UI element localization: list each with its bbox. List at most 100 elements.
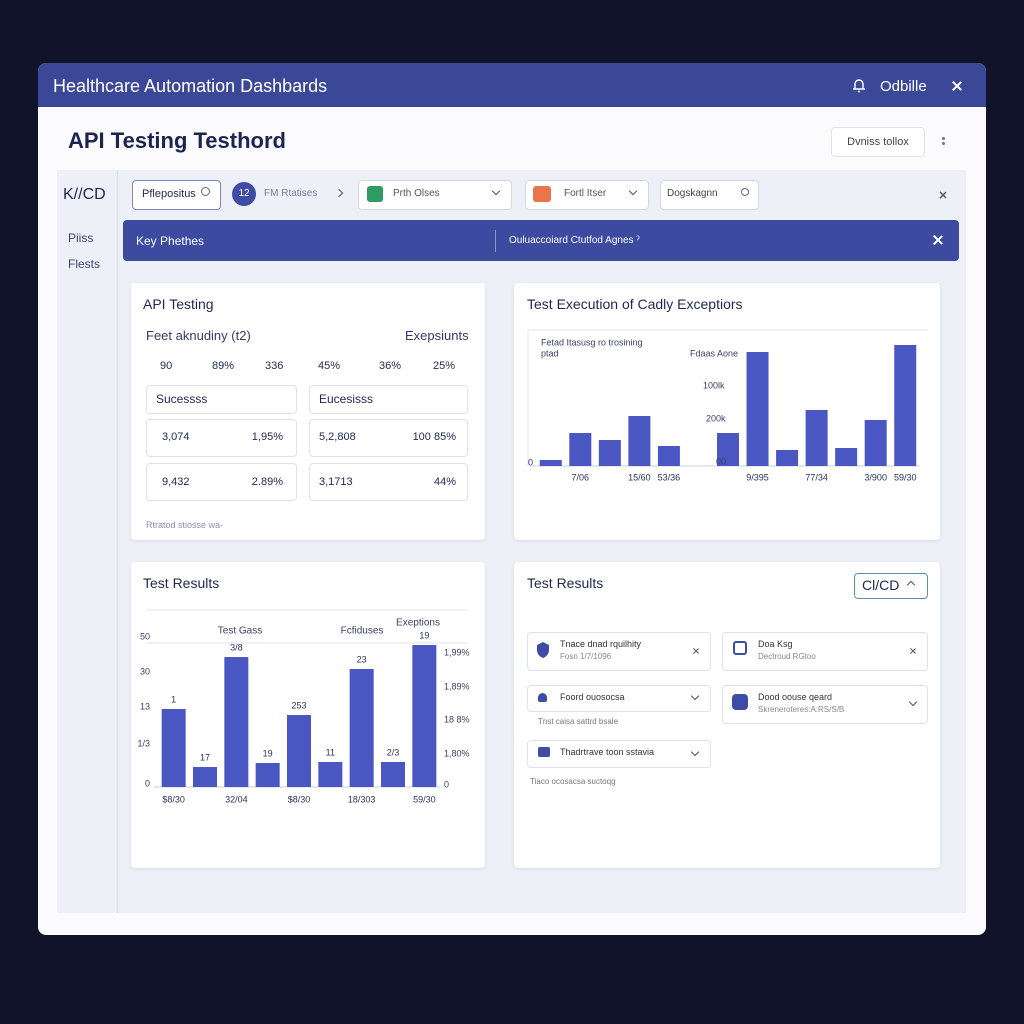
bar [224,657,249,787]
chart-note: 1/3 [137,738,150,748]
user-name[interactable]: Odbille [880,78,927,95]
list-note: Tiaco ocosacsa suctoqg [530,777,616,786]
search-icon [741,188,749,196]
search-icon [201,187,210,196]
x-tick-label: 9/395 [746,472,769,482]
panel-label: Exepsiunts [405,328,469,343]
card-header [146,385,297,414]
x-tick-label: 59/30 [413,794,436,804]
chart-note: 1,99% [444,647,470,657]
app-title: Healthcare Automation Dashbards [53,76,328,96]
chart-note: Exeptions [396,618,440,629]
card-value: 9,432 [162,476,190,488]
bar-note: 3/8 [230,642,243,652]
list-card[interactable] [722,632,928,671]
banner-text: Key Phethes [136,234,205,248]
card-value: 3,074 [162,431,190,443]
panel [514,283,940,540]
stat: 90 [160,360,173,372]
user-icon [538,693,547,702]
card-header-text: Eucesisss [319,392,374,406]
bar [894,345,917,466]
list-title: Tnace dnad rquilhity [560,639,642,649]
dropdown-text: Cl/CD [862,577,900,593]
menu-dot[interactable] [942,142,945,145]
x-tick-label: 77/34 [805,472,828,482]
card-value: 2.89% [251,476,283,488]
card-row [309,463,468,501]
filter-pill[interactable] [358,180,512,210]
card-value: 3,1713 [319,476,353,488]
chart-note: 50 [140,631,150,641]
bar [657,446,680,466]
card-row [146,463,297,501]
sidebar-item[interactable]: Flests [68,257,101,271]
filter-icon [367,186,383,202]
bar-note: 17 [200,752,210,762]
x-tick-label: 53/36 [658,472,681,482]
stat: 89% [212,360,235,372]
panel-title: API Testing [143,296,214,312]
card-header [309,385,468,414]
panel-title: Test Execution of Cadly Exceptiors [527,296,743,312]
bar [349,669,374,787]
bar-note: 19 [419,630,429,640]
top-button[interactable]: Dvniss tollox [831,127,925,157]
list-card[interactable] [722,685,928,724]
bar [805,410,828,466]
x-tick-label: 32/04 [225,794,248,804]
filter-text[interactable]: FM Rtatises [264,188,318,199]
sidebar-item[interactable]: Piiss [68,231,94,245]
bar [776,450,799,466]
stat: 36% [379,360,402,372]
chart-note: 00 [716,456,726,466]
chart-note: 200k [706,413,726,423]
x-tick-label: 3/900 [864,472,887,482]
bar [717,433,739,466]
bar [598,440,621,466]
page-title: API Testing Testhord [68,128,286,153]
bar [746,352,769,466]
list-row[interactable] [527,740,711,768]
x-tick-label: 15/60 [628,472,651,482]
bell-icon[interactable] [852,78,866,93]
list-title: Thadrtrave toon sstavia [560,747,655,757]
panel-title: Test Results [527,575,604,591]
dropdown[interactable] [854,573,928,599]
filter-badge: 12 [232,182,256,206]
bar-note: 11 [326,747,335,757]
list-title: Dood oouse qeard [758,692,833,702]
x-tick-label: $8/30 [162,794,185,804]
filter-text: Fortl Itser [564,188,607,199]
bar [628,416,651,466]
header-bar [38,63,986,107]
list-title: Foord ouosocsa [560,692,625,702]
menu-dot[interactable] [942,137,945,140]
stat: 25% [433,360,456,372]
bar-note: 19 [263,748,273,758]
chart-note: 30 [140,666,150,676]
list-sub: Fosn 1/7/1096 [560,652,612,661]
list-card[interactable] [527,632,711,671]
chart-note: 13 [140,701,150,711]
filter-text: Prth Olses [393,188,440,199]
chart-note: 1,80% [444,748,470,758]
panel-subtitle: Feet aknudiny (t2) [146,328,251,343]
chart-note: Fcfiduses [341,626,384,637]
filter-icon [533,186,551,202]
list-sub: Skreneroteres:A:RS/S/B [758,705,845,714]
bar-note: 23 [357,654,367,664]
bar-note: 253 [291,700,306,710]
list-row[interactable] [527,685,711,712]
shield-icon [537,642,549,658]
banner [123,220,959,261]
bar [539,460,562,466]
chart-note: 1,89% [444,681,470,691]
panel-title: Test Results [143,575,220,591]
stat: 336 [265,360,284,372]
banner-divider [495,230,496,252]
list-title: Doa Ksg [758,639,793,649]
bar [412,645,437,787]
bar-note: 2/3 [387,747,400,757]
